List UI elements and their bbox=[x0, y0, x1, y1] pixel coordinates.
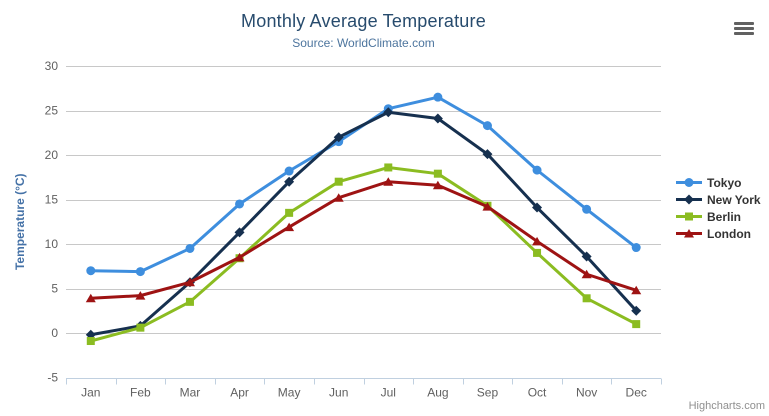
triangle-marker[interactable] bbox=[234, 252, 245, 262]
diamond-marker[interactable] bbox=[482, 149, 493, 160]
x-axis-label: May bbox=[278, 386, 301, 400]
legend-label: New York bbox=[707, 192, 761, 207]
triangle-marker[interactable] bbox=[184, 277, 195, 287]
triangle-marker[interactable] bbox=[135, 291, 146, 300]
legend-label: Berlin bbox=[707, 209, 742, 224]
x-axis-label: Jun bbox=[329, 386, 348, 400]
diamond-marker[interactable] bbox=[383, 107, 394, 118]
circle-marker[interactable] bbox=[284, 166, 294, 176]
x-axis-label: Jul bbox=[381, 386, 396, 400]
x-axis-label: Apr bbox=[230, 386, 249, 400]
diamond-marker[interactable] bbox=[684, 194, 694, 205]
diamond-marker[interactable] bbox=[581, 251, 592, 262]
legend-item-tokyo[interactable]: Tokyo bbox=[676, 174, 761, 191]
square-marker[interactable] bbox=[582, 294, 591, 303]
chart-title: Monthly Average Temperature bbox=[241, 11, 486, 31]
circle-marker[interactable] bbox=[582, 204, 592, 214]
y-axis-label: 25 bbox=[45, 104, 59, 118]
y-axis-label: 20 bbox=[45, 148, 59, 162]
triangle-marker[interactable] bbox=[532, 236, 543, 246]
square-legend-icon bbox=[676, 212, 702, 221]
circle-marker[interactable] bbox=[482, 121, 492, 131]
diamond-marker[interactable] bbox=[333, 132, 344, 143]
circle-marker[interactable] bbox=[684, 178, 694, 187]
legend-item-new-york[interactable]: New York bbox=[676, 191, 761, 208]
triangle-marker[interactable] bbox=[432, 180, 443, 190]
circle-marker[interactable] bbox=[631, 243, 641, 253]
x-axis-label: Nov bbox=[576, 386, 597, 400]
credits-link[interactable]: Highcharts.com bbox=[688, 400, 765, 412]
square-marker[interactable] bbox=[533, 248, 542, 257]
y-axis-label: 0 bbox=[51, 326, 58, 340]
circle-marker[interactable] bbox=[86, 266, 96, 276]
x-axis-label: Sep bbox=[477, 386, 499, 400]
circle-marker[interactable] bbox=[532, 165, 542, 175]
triangle-marker[interactable] bbox=[333, 193, 344, 202]
series-tokyo[interactable] bbox=[86, 92, 641, 277]
diamond-marker[interactable] bbox=[234, 227, 245, 238]
x-axis-label: Mar bbox=[180, 386, 201, 400]
x-axis-label: Feb bbox=[130, 386, 151, 400]
series-new-york[interactable] bbox=[85, 107, 642, 340]
diamond-marker[interactable] bbox=[284, 176, 295, 187]
square-marker[interactable] bbox=[86, 337, 95, 346]
legend-label: London bbox=[707, 226, 751, 241]
legend: Tokyo New York Berlin London bbox=[676, 174, 761, 242]
triangle-marker[interactable] bbox=[383, 177, 394, 186]
y-axis-label: -5 bbox=[47, 371, 58, 385]
series-line[interactable] bbox=[89, 165, 638, 343]
y-axis-label: 5 bbox=[51, 282, 58, 296]
circle-legend-icon bbox=[676, 178, 702, 187]
series-line[interactable] bbox=[89, 180, 638, 300]
x-axis-label: Aug bbox=[427, 386, 448, 400]
triangle-marker[interactable] bbox=[631, 285, 642, 295]
triangle-marker[interactable] bbox=[85, 293, 96, 303]
series-london[interactable] bbox=[85, 177, 642, 303]
square-marker[interactable] bbox=[384, 163, 393, 172]
diamond-legend-icon bbox=[676, 194, 702, 205]
y-axis-title: Temperature (°C) bbox=[13, 173, 27, 270]
square-marker[interactable] bbox=[334, 177, 343, 186]
diamond-marker[interactable] bbox=[432, 113, 443, 124]
chart-subtitle: Source: WorldClimate.com bbox=[292, 36, 435, 50]
triangle-legend-icon bbox=[676, 229, 702, 238]
diamond-marker[interactable] bbox=[631, 305, 642, 316]
x-axis-label: Oct bbox=[528, 386, 547, 400]
circle-marker[interactable] bbox=[185, 243, 195, 253]
square-marker[interactable] bbox=[185, 297, 194, 306]
square-marker[interactable] bbox=[136, 323, 145, 332]
legend-label: Tokyo bbox=[707, 175, 742, 190]
triangle-marker[interactable] bbox=[684, 229, 694, 238]
legend-item-london[interactable]: London bbox=[676, 225, 761, 242]
legend-item-berlin[interactable]: Berlin bbox=[676, 208, 761, 225]
context-menu-button[interactable] bbox=[731, 17, 757, 39]
diamond-marker[interactable] bbox=[532, 202, 543, 213]
square-marker[interactable] bbox=[433, 169, 442, 178]
y-axis-label: 10 bbox=[45, 237, 59, 251]
circle-marker[interactable] bbox=[235, 199, 245, 209]
square-marker[interactable] bbox=[285, 208, 294, 217]
square-marker[interactable] bbox=[685, 212, 693, 221]
triangle-marker[interactable] bbox=[482, 202, 493, 211]
x-axis-label: Dec bbox=[626, 386, 647, 400]
square-marker[interactable] bbox=[632, 320, 641, 329]
series-line[interactable] bbox=[89, 110, 638, 337]
triangle-marker[interactable] bbox=[284, 222, 295, 232]
triangle-marker[interactable] bbox=[581, 269, 592, 279]
y-axis-label: 15 bbox=[45, 193, 59, 207]
hamburger-icon bbox=[734, 21, 754, 35]
x-axis-label: Jan bbox=[81, 386, 100, 400]
circle-marker[interactable] bbox=[433, 92, 443, 102]
y-axis-label: 30 bbox=[45, 59, 59, 73]
circle-marker[interactable] bbox=[135, 267, 145, 277]
